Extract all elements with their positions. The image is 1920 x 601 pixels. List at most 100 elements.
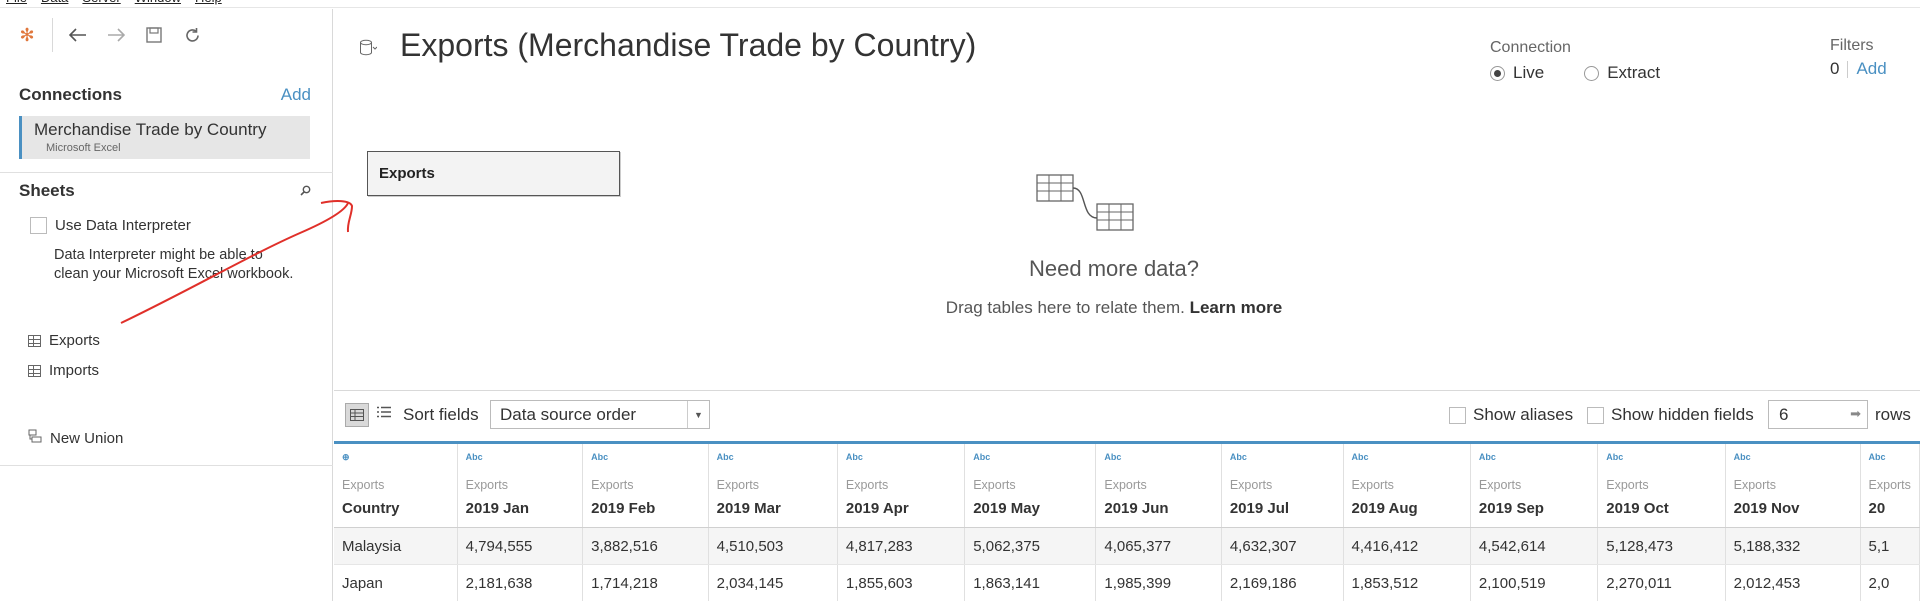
connection-item[interactable]: Merchandise Trade by Country Microsoft E… — [19, 116, 310, 159]
need-more-data-title: Need more data? — [1029, 256, 1199, 281]
string-type-icon[interactable]: Abc — [465, 452, 483, 462]
extract-radio[interactable]: Extract — [1584, 63, 1660, 83]
string-type-icon[interactable]: Abc — [1351, 452, 1369, 462]
column-header[interactable]: Abc Exports 2019 May — [964, 441, 1097, 528]
column-header[interactable]: Abc Exports 2019 Jun — [1095, 441, 1222, 528]
refresh-icon[interactable] — [173, 15, 211, 55]
string-type-icon[interactable]: Abc — [1478, 452, 1496, 462]
menu-bar: File Data Server Window Help — [0, 0, 1920, 8]
show-hidden-fields-checkbox[interactable] — [1587, 406, 1604, 424]
column-table-name: Exports — [1733, 478, 1777, 492]
learn-more-link[interactable]: Learn more — [1189, 298, 1283, 317]
arrow-right-icon[interactable]: ➡ — [1850, 406, 1861, 421]
column-header[interactable]: Abc Exports 2019 Aug — [1343, 441, 1471, 528]
string-type-icon[interactable]: Abc — [845, 452, 863, 462]
grid-view-icon[interactable] — [345, 403, 369, 427]
column-table-name: Exports — [465, 478, 509, 492]
datasource-icon[interactable] — [359, 39, 378, 62]
table-cell: 2,181,638 — [457, 564, 584, 601]
column-header[interactable]: Abc Exports 2019 Sep — [1470, 441, 1599, 528]
string-type-icon[interactable]: Abc — [1606, 452, 1624, 462]
relate-tables-icon — [1036, 174, 1134, 231]
sort-fields-select[interactable]: Data source order ▼ — [490, 400, 710, 429]
menu-item[interactable]: Server — [82, 0, 120, 7]
column-header[interactable]: Abc Exports 2019 Feb — [582, 441, 709, 528]
column-field-name: 2019 Oct — [1606, 500, 1669, 517]
data-interpreter-toggle[interactable]: Use Data Interpreter — [30, 217, 191, 234]
rows-label: rows — [1875, 405, 1911, 424]
menu-item[interactable]: File — [6, 0, 27, 7]
string-type-icon[interactable]: Abc — [1733, 452, 1751, 462]
column-header[interactable]: Abc Exports 2019 Mar — [708, 441, 838, 528]
table-cell: 4,794,555 — [457, 527, 584, 565]
new-union-button[interactable]: New Union — [28, 429, 123, 447]
show-aliases-checkbox[interactable] — [1449, 406, 1466, 424]
column-table-name: Exports — [1229, 478, 1273, 492]
column-field-name: 2019 May — [973, 500, 1040, 517]
sort-fields-value: Data source order — [500, 405, 637, 424]
add-filter-link[interactable]: Add — [1856, 59, 1887, 78]
data-interpreter-checkbox[interactable] — [30, 217, 47, 234]
table-cell: 2,0 — [1860, 564, 1920, 601]
data-interpreter-label: Use Data Interpreter — [55, 217, 191, 234]
table-cell: 2,034,145 — [708, 564, 838, 601]
table-cell: 4,510,503 — [708, 527, 838, 565]
table-icon — [28, 334, 41, 347]
column-header[interactable]: Abc Exports 2019 Apr — [837, 441, 966, 528]
table-cell: 2,012,453 — [1725, 564, 1861, 601]
canvas-divider — [334, 390, 1920, 391]
sheet-item-imports[interactable]: Imports — [28, 362, 99, 379]
column-header[interactable]: ⊕ Exports Country — [334, 441, 458, 528]
filters-count: 0 — [1830, 59, 1840, 78]
arrow-right-icon[interactable] — [97, 15, 135, 55]
connection-name: Merchandise Trade by Country — [34, 120, 267, 139]
drag-tables-hint: Drag tables here to relate them. Learn m… — [904, 298, 1324, 318]
table-cell: 2,169,186 — [1221, 564, 1344, 601]
string-type-icon[interactable]: Abc — [1104, 452, 1122, 462]
table-cell: Malaysia — [334, 527, 458, 565]
column-field-name: 2019 Mar — [716, 500, 781, 517]
toolbar: ✻ — [0, 9, 333, 61]
sheet-item-exports[interactable]: Exports — [28, 332, 100, 349]
column-table-name: Exports — [1351, 478, 1394, 492]
extract-label: Extract — [1607, 63, 1661, 82]
table-cell: 5,062,375 — [964, 527, 1097, 565]
table-cell: 4,542,614 — [1470, 527, 1599, 565]
datasource-title[interactable]: Exports (Merchandise Trade by Country) — [400, 27, 977, 63]
menu-item[interactable]: Window — [135, 0, 181, 7]
show-hidden-fields-toggle[interactable]: Show hidden fields — [1587, 405, 1754, 425]
table-cell: 2,100,519 — [1470, 564, 1599, 601]
globe-icon[interactable]: ⊕ — [342, 452, 350, 462]
menu-item[interactable]: Data — [41, 0, 68, 7]
toolbar-separator — [52, 18, 53, 52]
table-row: Japan 2,181,638 1,714,218 2,034,145 1,855,60… — [334, 564, 1920, 601]
live-radio[interactable]: Live — [1490, 63, 1544, 83]
string-type-icon[interactable]: Abc — [716, 452, 734, 462]
sheets-title: Sheets — [19, 181, 75, 200]
string-type-icon[interactable]: Abc — [1229, 452, 1247, 462]
menu-item[interactable]: Help — [195, 0, 222, 7]
table-cell: 1,853,512 — [1343, 564, 1471, 601]
column-header[interactable]: Abc Exports 2019 Nov — [1725, 441, 1861, 528]
logical-table-card[interactable]: Exports — [367, 151, 620, 196]
column-header[interactable]: Abc Exports 2019 Oct — [1597, 441, 1726, 528]
column-header[interactable]: Abc Exports 2019 Jan — [457, 441, 584, 528]
table-cell: 5,1 — [1860, 527, 1920, 565]
empty-relation-area: Need more data? Drag tables here to rela… — [904, 161, 1324, 318]
connection-mode: Connection Live Extract — [1490, 39, 1660, 83]
show-aliases-toggle[interactable]: Show aliases — [1449, 405, 1573, 425]
table-cell: 4,632,307 — [1221, 527, 1344, 565]
tableau-logo-icon[interactable]: ✻ — [19, 24, 35, 45]
save-icon[interactable] — [135, 15, 173, 55]
string-type-icon[interactable]: Abc — [973, 452, 991, 462]
live-label: Live — [1513, 63, 1545, 82]
column-header[interactable]: Abc Exports 2019 Jul — [1221, 441, 1344, 528]
string-type-icon[interactable]: Abc — [591, 452, 609, 462]
search-icon[interactable] — [300, 184, 311, 199]
add-connection-link[interactable]: Add — [280, 85, 311, 104]
list-view-icon[interactable] — [377, 405, 391, 423]
string-type-icon[interactable]: Abc — [1868, 452, 1886, 462]
arrow-left-icon[interactable] — [59, 15, 97, 55]
column-header[interactable]: Abc Exports 20 — [1860, 441, 1920, 528]
rows-count-input[interactable]: 6 ➡ — [1768, 400, 1868, 429]
